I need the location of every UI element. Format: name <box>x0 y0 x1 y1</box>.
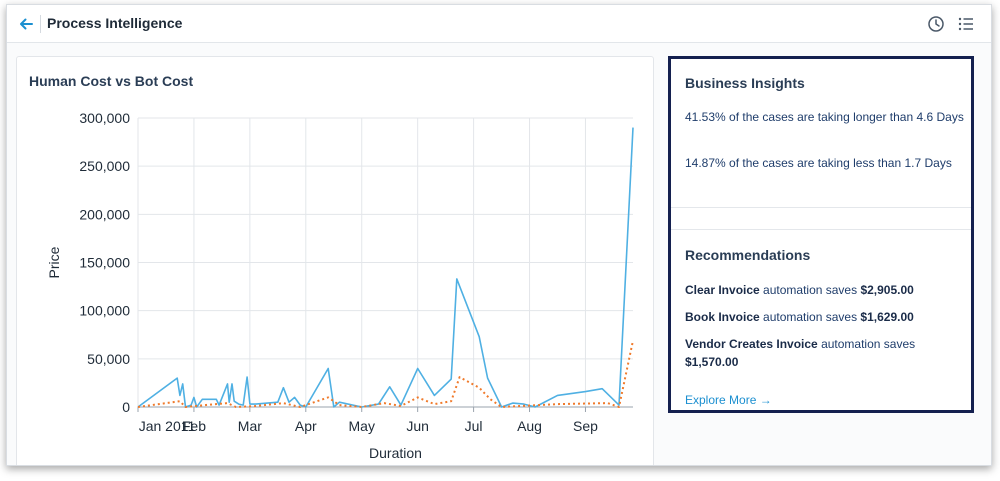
insights-panel: Business Insights 41.53% of the cases ar… <box>668 56 974 413</box>
list-icon <box>958 17 973 31</box>
history-button[interactable] <box>927 15 945 33</box>
x-tick-label: Apr <box>295 418 317 434</box>
recommendation-text: automation saves <box>759 310 861 324</box>
divider <box>671 229 971 230</box>
recommendations-title: Recommendations <box>685 247 811 263</box>
recommendation-item: Clear Invoice automation saves $2,905.00 <box>685 281 967 299</box>
arrow-right-icon: → <box>759 393 772 407</box>
x-tick-label: Jan 2011 <box>139 418 196 434</box>
recommendation-item: Vendor Creates Invoice automation saves … <box>685 335 967 371</box>
clock-icon <box>928 16 944 32</box>
line-chart: 0 50,000 100,000 150,000 200,000 250,000 300,0… <box>46 110 634 461</box>
recommendation-name: Book Invoice <box>685 310 760 324</box>
explore-more-link[interactable]: Explore More → <box>685 393 772 407</box>
page-title: Process Intelligence <box>47 15 183 31</box>
explore-more-label: Explore More <box>685 393 757 407</box>
chart-title: Human Cost vs Bot Cost <box>29 73 194 89</box>
y-tick-label: 100,000 <box>79 303 130 319</box>
x-tick-label: Sep <box>573 418 598 434</box>
recommendation-item: Book Invoice automation saves $1,629.00 <box>685 308 967 326</box>
bot-cost-series-line <box>137 340 634 408</box>
recommendation-amount: $2,905.00 <box>860 283 914 297</box>
insight-item: 14.87% of the cases are taking less than… <box>685 156 952 170</box>
back-button[interactable] <box>16 14 36 34</box>
arrow-left-icon <box>20 18 33 30</box>
insights-title: Business Insights <box>685 75 805 91</box>
x-tick-label: Jul <box>465 418 483 434</box>
y-axis-label: Price <box>46 246 62 278</box>
menu-button[interactable] <box>957 15 975 33</box>
insight-item: 41.53% of the cases are taking longer th… <box>685 110 964 124</box>
human-cost-series-line <box>137 127 634 408</box>
chart-card: Human Cost vs Bot Cost 0 50,000 100,000 150… <box>16 56 654 465</box>
y-tick-label: 300,000 <box>79 110 130 126</box>
x-tick-label: Aug <box>517 418 542 434</box>
recommendation-text: automation saves <box>759 283 861 297</box>
x-tick-label: Jun <box>406 418 429 434</box>
x-tick-label: Mar <box>238 418 262 434</box>
divider <box>671 207 971 208</box>
recommendation-name: Clear Invoice <box>685 283 760 297</box>
recommendation-amount: $1,570.00 <box>685 355 739 369</box>
y-tick-label: 150,000 <box>79 255 130 271</box>
recommendation-text: automation saves <box>817 337 916 351</box>
x-axis-label: Duration <box>369 445 422 461</box>
header-divider <box>40 15 41 33</box>
recommendation-name: Vendor Creates Invoice <box>685 337 818 351</box>
x-tick-label: May <box>349 418 375 434</box>
x-tick-label: Feb <box>182 418 206 434</box>
y-tick-label: 200,000 <box>79 206 130 222</box>
y-tick-label: 0 <box>122 399 130 415</box>
y-tick-label: 250,000 <box>79 158 130 174</box>
app-window: Process Intelligence Human Cost vs Bot C… <box>6 4 992 466</box>
y-tick-label: 50,000 <box>87 351 130 367</box>
recommendation-amount: $1,629.00 <box>860 310 914 324</box>
top-header: Process Intelligence <box>7 5 991 43</box>
